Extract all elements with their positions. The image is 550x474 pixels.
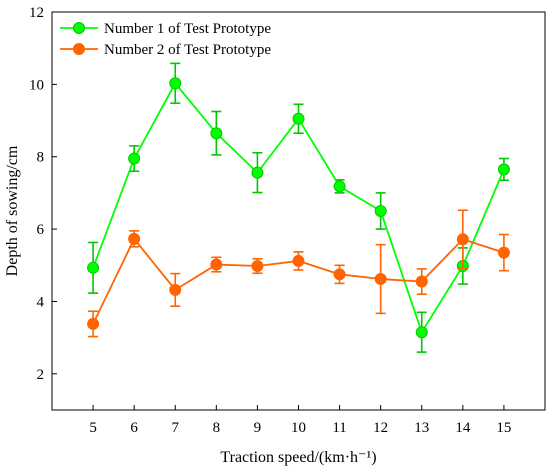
- series-layer: [87, 62, 510, 353]
- x-tick-label: 10: [291, 420, 306, 436]
- data-point: [128, 152, 141, 165]
- data-point: [415, 326, 428, 339]
- data-point: [169, 283, 182, 296]
- data-point: [333, 180, 346, 193]
- x-tick-label: 11: [332, 420, 346, 436]
- data-point: [128, 232, 141, 245]
- x-tick-label: 13: [414, 420, 429, 436]
- data-point: [169, 77, 182, 90]
- x-tick-label: 8: [213, 420, 221, 436]
- legend: Number 1 of Test Prototype Number 2 of Te…: [60, 21, 271, 58]
- data-point: [87, 261, 100, 274]
- data-point: [292, 112, 305, 125]
- data-point: [497, 246, 510, 259]
- y-tick-label: 4: [37, 294, 45, 310]
- tick-layer: 5 6 7 8 9 10 11 12 13 14 15 2 4 6 8 10 12: [29, 5, 511, 436]
- legend-marker: [73, 22, 85, 34]
- x-tick-label: 15: [496, 420, 511, 436]
- x-tick-label: 7: [172, 420, 180, 436]
- series-1: [87, 62, 510, 353]
- data-point: [374, 205, 387, 217]
- data-point: [210, 127, 223, 140]
- legend-label: Number 1 of Test Prototype: [104, 21, 271, 37]
- data-point: [87, 317, 100, 330]
- x-axis-title: Traction speed/(km·h⁻¹): [220, 449, 376, 466]
- x-tick-label: 12: [373, 420, 388, 436]
- y-tick-label: 8: [37, 150, 45, 166]
- x-tick-label: 14: [455, 420, 471, 436]
- data-point: [251, 259, 264, 272]
- x-tick-label: 6: [130, 420, 138, 436]
- y-tick-label: 10: [29, 77, 44, 93]
- data-point: [251, 166, 264, 179]
- plot-frame: [51, 11, 546, 411]
- data-point: [415, 275, 428, 288]
- data-point: [497, 163, 510, 176]
- series-2: [87, 209, 510, 338]
- data-point: [210, 258, 223, 271]
- y-tick-label: 2: [37, 367, 45, 383]
- data-point: [374, 273, 387, 286]
- data-point: [333, 268, 346, 281]
- legend-label: Number 2 of Test Prototype: [104, 42, 271, 58]
- y-tick-label: 12: [29, 5, 44, 21]
- y-axis-title: Depth of sowing/cm: [4, 145, 21, 276]
- x-tick-label: 5: [89, 420, 97, 436]
- legend-marker: [73, 43, 85, 55]
- data-point: [292, 254, 305, 267]
- y-tick-label: 6: [37, 222, 45, 238]
- data-point: [456, 233, 469, 246]
- x-tick-label: 9: [254, 420, 262, 436]
